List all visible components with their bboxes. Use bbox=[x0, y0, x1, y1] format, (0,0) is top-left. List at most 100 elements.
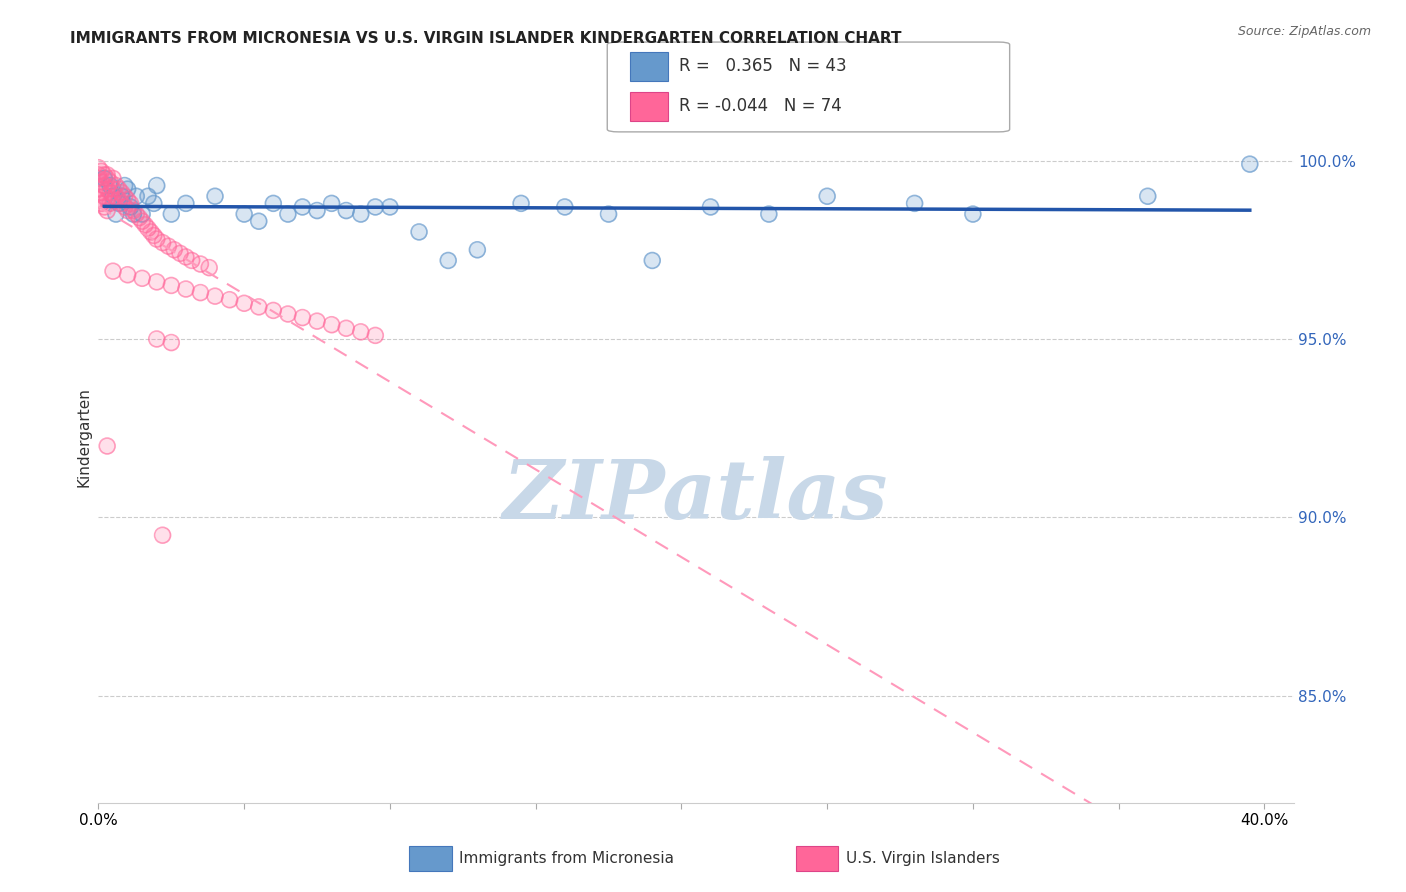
Point bbox=[364, 200, 387, 214]
Point bbox=[98, 175, 121, 189]
Point bbox=[111, 189, 134, 203]
Point bbox=[120, 196, 142, 211]
Point bbox=[815, 189, 838, 203]
Point bbox=[815, 189, 838, 203]
Point bbox=[101, 264, 124, 278]
Point bbox=[131, 214, 153, 228]
Point bbox=[131, 214, 153, 228]
Point bbox=[101, 171, 124, 186]
Point bbox=[96, 168, 118, 182]
Point bbox=[378, 200, 401, 214]
Point bbox=[408, 225, 430, 239]
Point bbox=[122, 207, 145, 221]
Point bbox=[174, 250, 197, 264]
Point bbox=[180, 253, 202, 268]
Point bbox=[350, 325, 373, 339]
Point bbox=[277, 207, 299, 221]
Point bbox=[111, 196, 134, 211]
Point bbox=[87, 182, 110, 196]
Point bbox=[96, 182, 118, 196]
Point bbox=[104, 178, 127, 193]
Point bbox=[218, 293, 240, 307]
Point bbox=[93, 168, 115, 182]
Point bbox=[117, 203, 139, 218]
Point bbox=[104, 207, 127, 221]
Point bbox=[174, 196, 197, 211]
Point bbox=[125, 189, 148, 203]
Point bbox=[136, 189, 159, 203]
Point bbox=[145, 332, 167, 346]
Text: Source: ZipAtlas.com: Source: ZipAtlas.com bbox=[1237, 25, 1371, 38]
Point bbox=[335, 203, 357, 218]
Point bbox=[305, 203, 328, 218]
Point bbox=[90, 164, 112, 178]
Point bbox=[190, 285, 212, 300]
Point bbox=[152, 528, 174, 542]
Point bbox=[98, 175, 121, 189]
Point bbox=[335, 321, 357, 335]
Point bbox=[117, 193, 139, 207]
Point bbox=[96, 203, 118, 218]
Point bbox=[125, 207, 148, 221]
Point bbox=[131, 271, 153, 285]
Point bbox=[335, 203, 357, 218]
Point bbox=[378, 200, 401, 214]
Point bbox=[160, 335, 183, 350]
Point bbox=[160, 278, 183, 293]
Point bbox=[364, 328, 387, 343]
Point bbox=[198, 260, 221, 275]
Point bbox=[277, 207, 299, 221]
Point bbox=[233, 296, 256, 310]
Point bbox=[104, 178, 127, 193]
Point bbox=[111, 189, 134, 203]
Point bbox=[174, 196, 197, 211]
Point bbox=[160, 207, 183, 221]
Point bbox=[699, 200, 721, 214]
Point bbox=[962, 207, 984, 221]
Point bbox=[174, 282, 197, 296]
Point bbox=[96, 439, 118, 453]
Point bbox=[190, 257, 212, 271]
Point bbox=[87, 171, 110, 186]
Point bbox=[174, 250, 197, 264]
Point bbox=[350, 207, 373, 221]
Point bbox=[699, 200, 721, 214]
Point bbox=[142, 196, 165, 211]
Text: R = -0.044   N = 74: R = -0.044 N = 74 bbox=[679, 97, 842, 115]
Point bbox=[90, 175, 112, 189]
Point bbox=[163, 243, 186, 257]
Point bbox=[152, 528, 174, 542]
Point bbox=[117, 268, 139, 282]
Point bbox=[233, 207, 256, 221]
Point bbox=[96, 439, 118, 453]
Point bbox=[96, 193, 118, 207]
Point bbox=[598, 207, 620, 221]
Point bbox=[321, 318, 343, 332]
Point bbox=[122, 207, 145, 221]
Point bbox=[136, 221, 159, 235]
Point bbox=[247, 300, 270, 314]
Point bbox=[321, 196, 343, 211]
Point bbox=[93, 168, 115, 182]
Point bbox=[98, 178, 121, 193]
Point bbox=[134, 218, 156, 232]
Point bbox=[291, 200, 314, 214]
Point bbox=[758, 207, 780, 221]
Point bbox=[120, 200, 142, 214]
Point bbox=[139, 225, 162, 239]
Point bbox=[136, 189, 159, 203]
Point bbox=[87, 168, 110, 182]
Point bbox=[554, 200, 576, 214]
Point bbox=[96, 171, 118, 186]
Bar bbox=[630, 53, 668, 81]
Point bbox=[335, 321, 357, 335]
Point bbox=[554, 200, 576, 214]
Point bbox=[98, 196, 121, 211]
Point bbox=[160, 335, 183, 350]
Point bbox=[87, 171, 110, 186]
Point bbox=[101, 182, 124, 196]
Point bbox=[108, 182, 131, 196]
Point bbox=[1136, 189, 1159, 203]
Point bbox=[1239, 157, 1261, 171]
Point bbox=[198, 260, 221, 275]
